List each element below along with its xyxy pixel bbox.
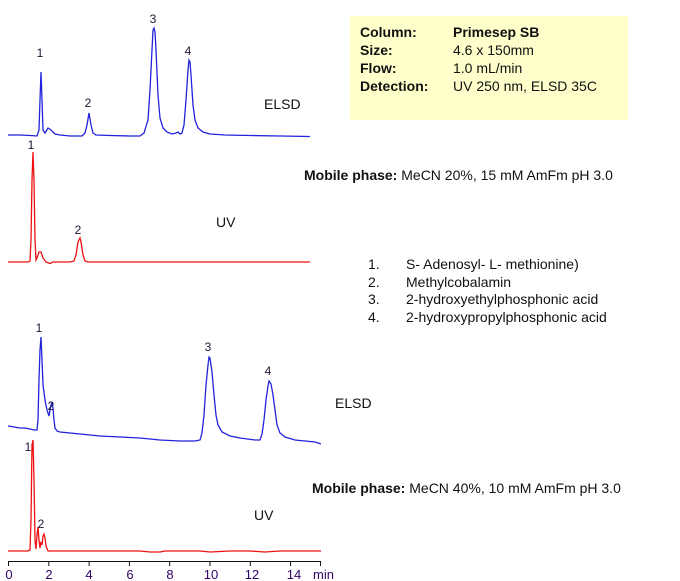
x-axis-ticks: [8, 561, 321, 566]
peak-label: 2: [38, 517, 45, 531]
detector-label-uv-top: UV: [216, 214, 236, 230]
detector-label-elsd-bottom: ELSD: [335, 395, 372, 411]
info-value: 4.6 x 150mm: [453, 42, 534, 58]
svg-text:10: 10: [204, 567, 218, 581]
legend-compound-name: 2-hydroxyethylphosphonic acid: [406, 291, 599, 307]
uv-trace-top: [8, 151, 310, 265]
svg-text:2: 2: [45, 567, 52, 581]
peak-label: 1: [37, 46, 44, 60]
info-value: UV 250 nm, ELSD 35C: [453, 78, 597, 94]
info-value: Primesep SB: [453, 24, 540, 40]
info-key: Flow:: [360, 60, 397, 76]
peak-label: 1: [25, 440, 32, 454]
legend-compound-name: S- Adenosyl- L- methionine): [406, 256, 579, 272]
detector-label-elsd-top: ELSD: [264, 96, 301, 112]
mobile-phase-1: Mobile phase: MeCN 20%, 15 mM AmFm pH 3.…: [304, 167, 613, 183]
legend-number: 2.: [368, 273, 380, 290]
elsd-trace-bottom: [7, 336, 322, 445]
peak-label: 4: [185, 44, 192, 58]
peak-label: 1: [36, 321, 43, 335]
peak-label: 2: [48, 399, 55, 413]
peak-label: 1: [28, 138, 35, 152]
info-key: Size:: [360, 42, 393, 58]
svg-text:12: 12: [245, 567, 259, 581]
mobile-phase-label: Mobile phase:: [312, 480, 406, 496]
info-value: 1.0 mL/min: [453, 60, 523, 76]
x-axis-tick-labels: 0 2 4 6 8 10 12 14: [5, 567, 301, 581]
elsd-trace-top: [8, 26, 311, 138]
mobile-phase-value: MeCN 20%, 15 mM AmFm pH 3.0: [397, 167, 613, 183]
mobile-phase-2: Mobile phase: MeCN 40%, 10 mM AmFm pH 3.…: [312, 480, 621, 496]
peak-label: 2: [75, 223, 82, 237]
uv-trace-bottom: [8, 439, 321, 553]
svg-text:8: 8: [166, 567, 173, 581]
mobile-phase-label: Mobile phase:: [304, 167, 398, 183]
svg-text:0: 0: [5, 567, 12, 581]
legend-number: 3.: [368, 291, 380, 307]
svg-text:4: 4: [85, 567, 92, 581]
detector-label-uv-bottom: UV: [254, 507, 274, 523]
legend-number: 4.: [368, 308, 380, 325]
info-key: Detection:: [360, 78, 429, 94]
legend-compound-name: 2-hydroxypropylphosphonic acid: [406, 308, 607, 325]
peak-label: 3: [205, 340, 212, 354]
mobile-phase-value: MeCN 40%, 10 mM AmFm pH 3.0: [405, 480, 621, 496]
peak-label: 3: [150, 12, 157, 26]
peak-label: 2: [85, 96, 92, 110]
svg-text:6: 6: [126, 567, 133, 581]
legend-compound-name: Methylcobalamin: [406, 273, 512, 290]
x-axis-unit-label: min: [313, 567, 334, 581]
svg-text:14: 14: [287, 567, 301, 581]
method-info-box: Column: Primesep SB Size: 4.6 x 150mm Fl…: [350, 16, 628, 120]
legend-number: 1.: [368, 256, 380, 272]
peak-label: 4: [265, 364, 272, 378]
info-key: Column:: [360, 24, 417, 40]
